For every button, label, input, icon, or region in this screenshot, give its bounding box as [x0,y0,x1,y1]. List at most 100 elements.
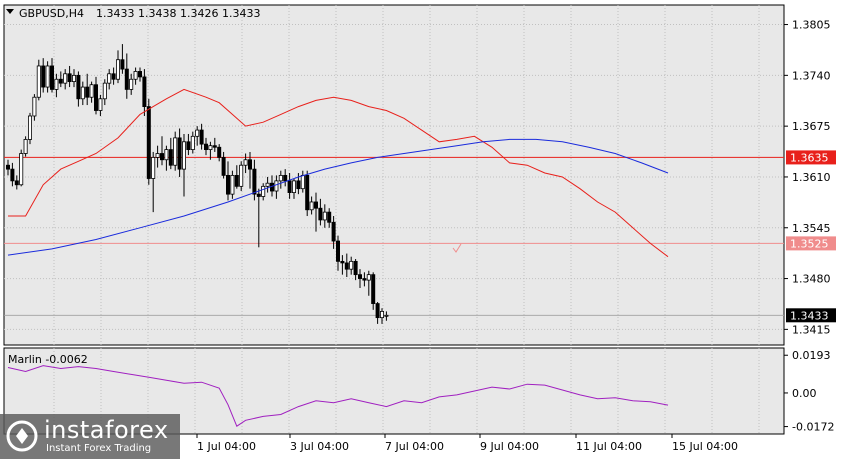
candle-body [58,78,63,84]
moving-average-line [7,138,669,256]
candle-body [41,65,46,88]
time-tick-label: 1 Jul 04:00 [197,440,256,453]
indicator-tick-label: 0.0193 [792,349,831,362]
time-tick-label: 9 Jul 04:00 [480,440,539,453]
price-marker-label: 1.3635 [790,151,829,164]
candle-body [186,141,191,150]
candle-body [291,180,296,193]
candle-body [89,84,94,98]
candle-body [296,180,301,190]
price-marker-box [786,150,836,165]
price-marker-label: 1.3433 [790,309,829,322]
price-tick-label: 1.3415 [792,323,831,336]
symbol-dropdown-icon[interactable] [6,9,14,14]
candle-body [6,164,11,170]
candle-body [177,137,182,170]
candle-body [102,82,107,100]
candle-body [344,262,349,270]
marlin-line [7,365,669,427]
candle-body [384,314,389,317]
candle-body [243,159,248,166]
candle-body [217,146,222,158]
candle-body [221,157,226,176]
candle-body [234,174,239,187]
price-marker-box [786,236,836,251]
candle-body [230,174,235,195]
candle-body [371,274,376,304]
candle-body [225,174,230,195]
instaforex-logo-icon [6,420,38,452]
candle-body [318,207,323,221]
candle-body [375,303,380,319]
indicator-label: Marlin -0.0062 [8,353,88,366]
candle-body [247,159,252,170]
candle-body [379,310,384,319]
candle-body [335,240,340,262]
candle-body [195,129,200,137]
indicator-tick-label: -0.0172 [792,421,834,434]
price-tick-label: 1.3805 [792,19,831,32]
candle-body [133,71,138,80]
candle-body [274,180,279,192]
candle-body [36,65,41,98]
price-marker-label: 1.3525 [790,237,829,250]
candle-body [203,143,208,150]
candle-body [353,260,358,276]
upper-band-line [8,88,669,258]
candle-body [19,153,24,186]
candle-body [159,153,164,161]
candle-body [67,73,72,82]
candle-body [239,164,244,187]
indicator-grid [53,348,760,434]
price-panel[interactable] [3,4,785,346]
time-axis[interactable]: 1 Jul 04:00 3 Jul 04:00 7 Jul 04:00 9 Jul 0… [196,434,738,453]
candle-body [212,145,217,148]
candle-body [76,74,81,100]
candle-body [322,211,327,221]
candle-body [327,211,332,223]
time-tick-label: 7 Jul 04:00 [385,440,444,453]
candle-body [54,78,59,90]
candle-body [287,180,292,193]
candle-body [349,260,354,270]
candle-body [137,71,142,78]
price-markers: 1.3635 1.3525 1.3433 [786,150,836,323]
candles-layer [6,44,389,324]
price-tick-label: 1.3480 [792,273,831,286]
candle-body [252,168,257,195]
time-tick-label: 11 Jul 04:00 [576,440,642,453]
candle-body [32,96,37,117]
candle-body [208,145,213,150]
instaforex-logo: instaforex Instant Forex Trading [0,414,180,459]
candle-body [173,137,178,166]
candle-body [98,98,103,111]
candle-body [23,139,28,154]
time-tick-label: 3 Jul 04:00 [290,440,349,453]
candle-body [14,180,19,186]
candle-body [10,168,15,182]
candle-body [199,129,204,145]
candle-body [256,193,261,197]
price-tick-label: 1.3675 [792,120,831,133]
price-axis[interactable]: 1.3805 1.3740 1.3675 1.3610 1.3545 1.3480 1.34… [784,19,831,337]
candle-body [63,73,68,84]
price-tick-label: 1.3610 [792,171,831,184]
indicator-axis: 0.0193 0.00 -0.0172 [784,349,834,434]
candle-body [27,115,32,140]
candle-body [305,174,310,211]
candle-body [309,201,314,211]
candle-body [261,185,266,197]
candle-body [124,68,129,90]
price-tick-label: 1.3545 [792,222,831,235]
candle-body [94,84,99,111]
candle-body [50,65,55,90]
candle-body [45,65,50,88]
candle-body [190,135,195,150]
candle-body [313,201,318,209]
candle-body [85,86,90,98]
candle-body [331,221,336,242]
candle-body [155,153,160,158]
candle-body [300,174,305,190]
symbol-title: GBPUSD,H4 [19,7,84,20]
ohlc-readout: 1.3433 1.3438 1.3426 1.3433 [96,7,260,20]
